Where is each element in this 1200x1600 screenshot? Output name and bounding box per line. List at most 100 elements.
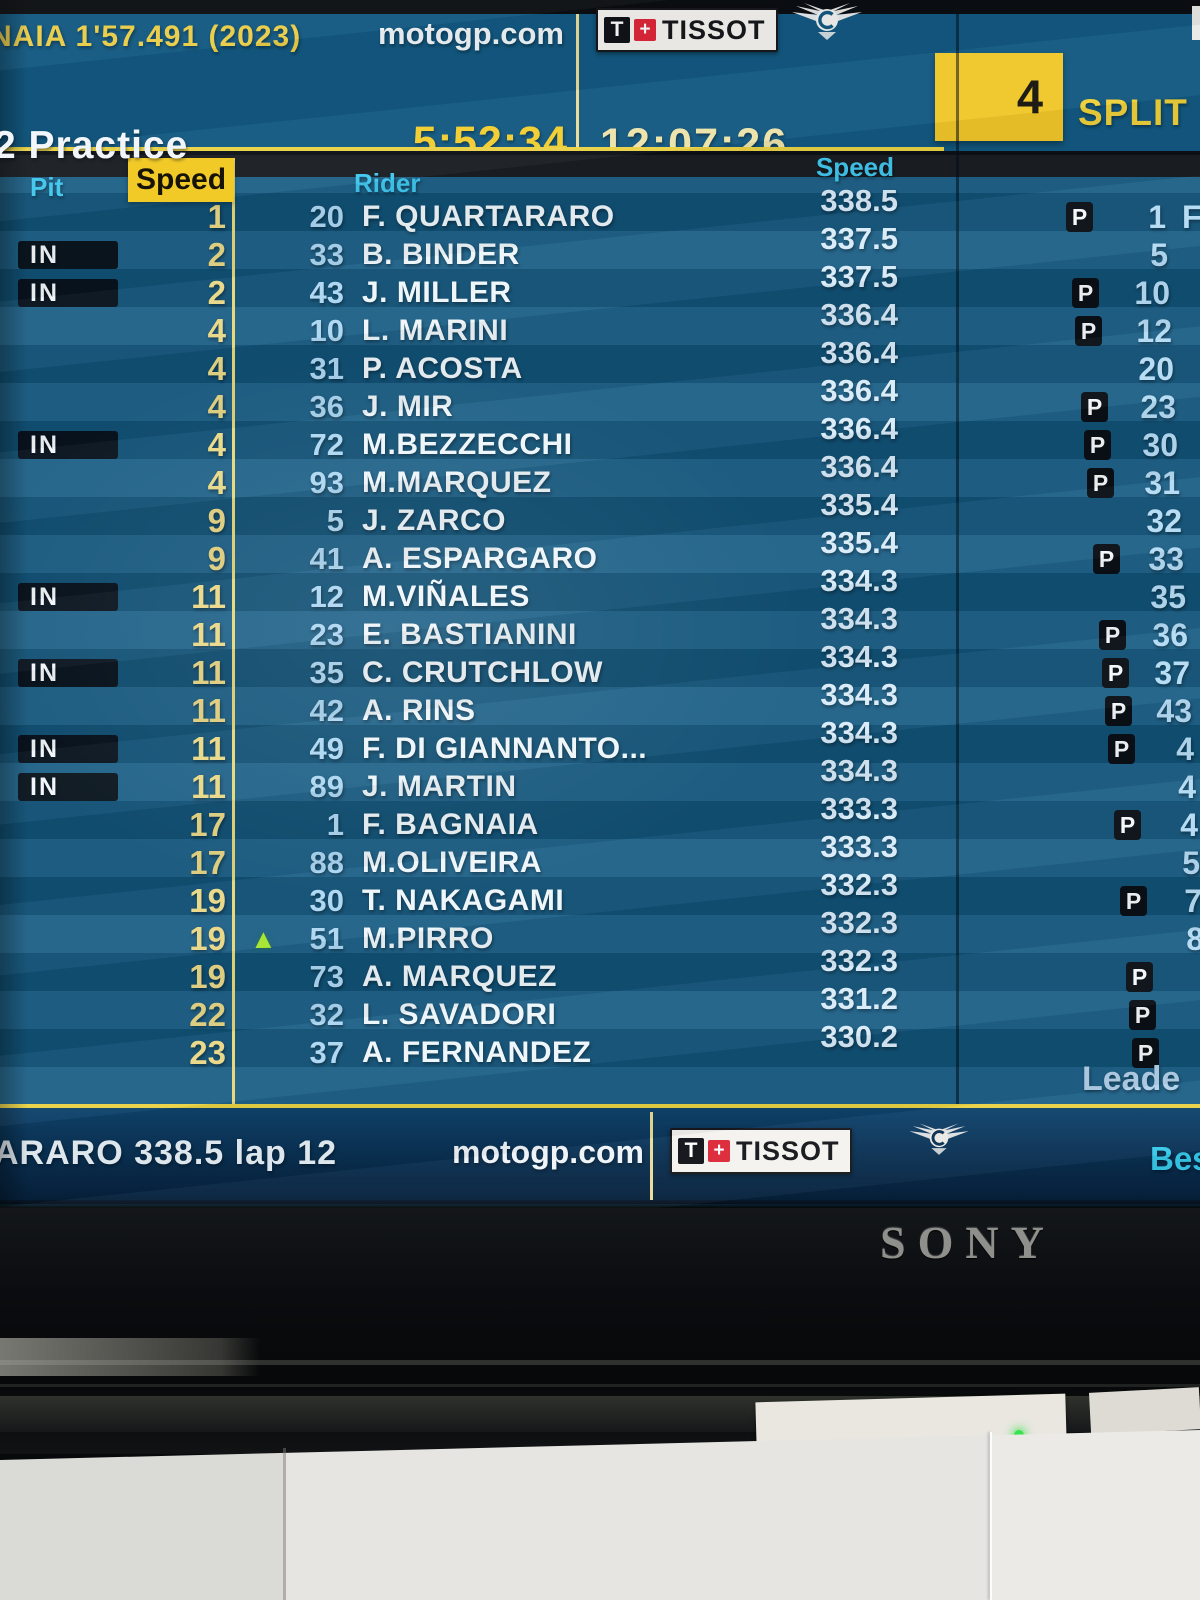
- rider-number: 32: [1146, 503, 1182, 539]
- rider-number: 1: [1148, 199, 1166, 235]
- right-panel-row: P 10: [0, 274, 1200, 312]
- table-row: 19 ▲ 30 T. NAKAGAMI 332.3: [0, 867, 1200, 920]
- speed-rank-value: 11: [191, 578, 226, 615]
- rider-name: E. BASTIANINI: [362, 618, 577, 651]
- top-speed-value: 336.4: [820, 373, 898, 408]
- table-row: IN 2 ▲ 43 J. MILLER 337.5: [0, 259, 1200, 312]
- rider-number: 73: [309, 959, 344, 994]
- rider-number: 8: [1186, 921, 1200, 957]
- rider-number: 7: [1184, 883, 1200, 919]
- speed-rank-value: 4: [207, 464, 226, 501]
- top-speed-value: 336.4: [820, 411, 898, 446]
- speed-rank-value: 22: [189, 996, 226, 1033]
- header-underline: [0, 147, 944, 151]
- top-speed-value: 332.3: [820, 943, 898, 978]
- rider-name: M.BEZZECCHI: [362, 428, 573, 461]
- rider-number: 23: [309, 617, 344, 652]
- rider-number: 33: [309, 237, 344, 272]
- pit-p-badge: P: [1066, 202, 1093, 232]
- rider-number: 20: [309, 199, 344, 234]
- tissot-t-icon: T: [604, 17, 630, 43]
- rider-name: M.PIRRO: [362, 922, 494, 955]
- rider-name: J. MIR: [362, 390, 454, 423]
- top-speed-value: 332.3: [820, 905, 898, 940]
- rider-number: 33: [1148, 541, 1184, 577]
- top-speed-value: 338.5: [820, 183, 898, 218]
- rider-number: 10: [309, 313, 344, 348]
- right-panel-row: P 1 F: [0, 198, 1200, 236]
- leader-label: Leade: [1082, 1060, 1181, 1098]
- rider-number: 12: [1136, 313, 1172, 349]
- rider-number: 93: [309, 465, 344, 500]
- light-streak: [0, 1360, 1200, 1365]
- right-panel-row: P 12: [0, 312, 1200, 350]
- fim-wings-icon-ticker: [906, 1122, 972, 1164]
- column-divider-line: [232, 158, 235, 1106]
- rider-name: A. MARQUEZ: [362, 960, 557, 993]
- pit-p-badge: P: [1120, 886, 1147, 916]
- rider-number: 5: [326, 503, 344, 538]
- top-speed-value: 334.3: [820, 753, 898, 788]
- table-row: IN 11 ▲ 12 M.VIÑALES 334.3: [0, 563, 1200, 616]
- right-panel-row: P 7: [0, 882, 1200, 920]
- pit-p-badge: P: [1129, 1000, 1156, 1030]
- top-speed-value: 333.3: [820, 829, 898, 864]
- top-speed-value: 334.3: [820, 677, 898, 712]
- top-speed-value: 331.2: [820, 981, 898, 1016]
- table-row: 4 ▲ 10 L. MARINI 336.4: [0, 297, 1200, 350]
- paper-label: [1088, 1387, 1200, 1435]
- table-row: 9 ▲ 5 J. ZARCO 335.4: [0, 487, 1200, 540]
- ticker-leader-speed: ARARO 338.5 lap 12: [0, 1134, 338, 1172]
- speed-rank-value: 19: [189, 882, 226, 919]
- rider-name: A. FERNANDEZ: [362, 1036, 592, 1069]
- bottom-ticker: ARARO 338.5 lap 12 motogp.com T + TISSOT: [0, 1108, 1200, 1204]
- rider-number: 89: [309, 769, 344, 804]
- motogp-url-ticker: motogp.com: [452, 1134, 644, 1170]
- table-row: 23 ▲ 37 A. FERNANDEZ 330.2: [0, 1019, 1200, 1072]
- pit-in-badge: IN: [18, 773, 118, 801]
- rider-number: 5: [1150, 237, 1168, 273]
- right-panel-row: 4: [0, 768, 1200, 806]
- rider-name: F. QUARTARARO: [362, 200, 615, 233]
- speed-rank-value: 17: [189, 844, 226, 881]
- column-header-speed-rank: Speed: [128, 158, 234, 202]
- header-divider-line: [576, 14, 579, 151]
- rider-name: A. ESPARGARO: [362, 542, 598, 575]
- tissot-plus-icon: +: [634, 19, 656, 41]
- rider-number: 72: [309, 427, 344, 462]
- table-row: 17 ▲ 1 F. BAGNAIA 333.3: [0, 791, 1200, 844]
- right-panel-row: 20: [0, 350, 1200, 388]
- rider-number: 10: [1134, 275, 1170, 311]
- rider-number: 20: [1138, 351, 1174, 387]
- rider-number: 31: [1144, 465, 1180, 501]
- speed-rank-value: 2: [207, 274, 226, 311]
- pit-p-badge: P: [1081, 392, 1108, 422]
- pit-in-badge: IN: [18, 241, 118, 269]
- table-row: 9 ▲ 41 A. ESPARGARO 335.4: [0, 525, 1200, 578]
- top-speed-value: 336.4: [820, 449, 898, 484]
- top-speed-value: 333.3: [820, 791, 898, 826]
- pit-p-badge: P: [1087, 468, 1114, 498]
- rider-number: 36: [309, 389, 344, 424]
- rider-number: 51: [309, 921, 344, 956]
- rider-number: 43: [309, 275, 344, 310]
- rider-number: 37: [1154, 655, 1190, 691]
- right-panel-row: 8: [0, 920, 1200, 958]
- speed-rank-value: 9: [207, 540, 226, 577]
- right-panel-row: P: [0, 958, 1200, 996]
- rider-number: 23: [1140, 389, 1176, 425]
- rider-name: C. CRUTCHLOW: [362, 656, 603, 689]
- table-row: 19 ▲ 73 A. MARQUEZ 332.3: [0, 943, 1200, 996]
- speed-rank-value: 23: [189, 1034, 226, 1071]
- pit-p-badge: P: [1132, 1038, 1159, 1068]
- top-speed-value: 334.3: [820, 639, 898, 674]
- speed-rank-value: 4: [207, 426, 226, 463]
- rider-number: 30: [1142, 427, 1178, 463]
- rider-name: M.OLIVEIRA: [362, 846, 543, 879]
- right-panel-row: P 37: [0, 654, 1200, 692]
- right-panel-row: P: [0, 1034, 1200, 1072]
- top-speed-value: 334.3: [820, 601, 898, 636]
- pit-p-badge: P: [1108, 734, 1135, 764]
- up-arrow-icon: ▲: [250, 924, 277, 954]
- session-title: 2 Practice: [0, 124, 189, 167]
